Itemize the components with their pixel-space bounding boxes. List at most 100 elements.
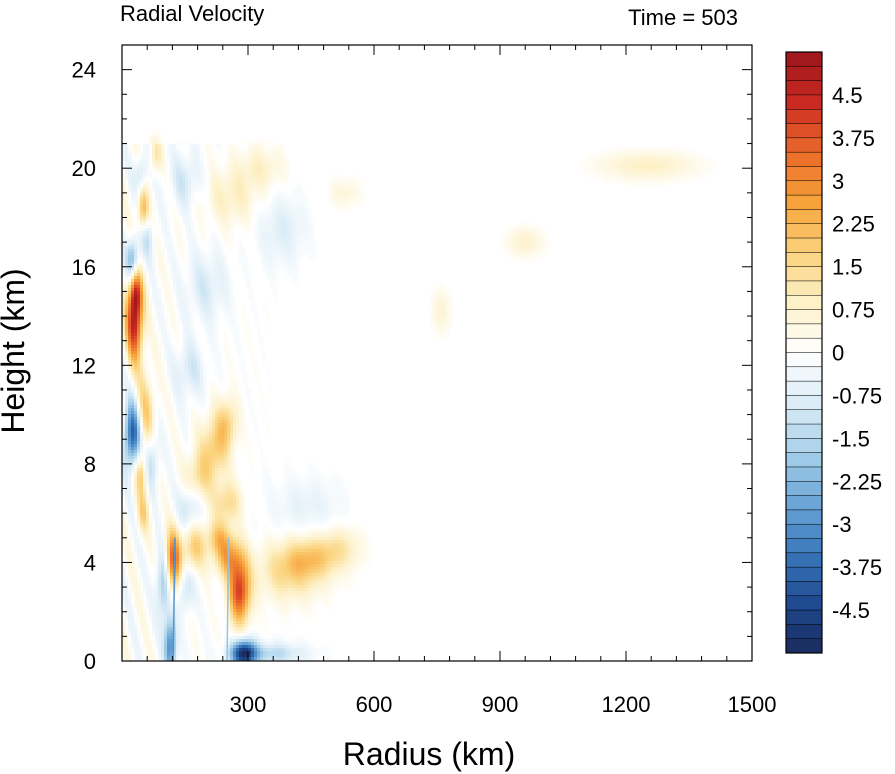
heatmap-cell [212, 345, 216, 349]
heatmap-cell [155, 141, 159, 145]
heatmap-cell [125, 192, 129, 196]
heatmap-cell [197, 378, 201, 382]
heatmap-cell [125, 375, 129, 379]
heatmap-cell [128, 390, 132, 394]
heatmap-cell [140, 399, 144, 403]
heatmap-cell [254, 423, 258, 427]
heatmap-cell [212, 360, 216, 364]
heatmap-cell [152, 270, 156, 274]
heatmap-cell [692, 162, 696, 166]
heatmap-cell [137, 306, 141, 310]
heatmap-cell [122, 342, 126, 346]
heatmap-cell [203, 222, 207, 226]
heatmap-cell [122, 360, 126, 364]
heatmap-cell [161, 264, 165, 268]
heatmap-cell [275, 144, 279, 148]
heatmap-cell [161, 339, 165, 343]
heatmap-cell [140, 309, 144, 313]
heatmap-cell [290, 210, 294, 214]
heatmap-cell [164, 345, 168, 349]
heatmap-cell [197, 204, 201, 208]
heatmap-cell [164, 288, 168, 292]
heatmap-cell [257, 213, 261, 217]
heatmap-cell [218, 201, 222, 205]
heatmap-cell [176, 288, 180, 292]
heatmap-cell [200, 183, 204, 187]
heatmap-cell [140, 318, 144, 322]
heatmap-cell [215, 291, 219, 295]
heatmap-cell [308, 249, 312, 253]
heatmap-cell [641, 150, 645, 154]
heatmap-cell [140, 225, 144, 229]
heatmap-cell [191, 261, 195, 265]
heatmap-cell [128, 312, 132, 316]
heatmap-cell [311, 228, 315, 232]
heatmap-cell [230, 300, 234, 304]
heatmap-cell [221, 303, 225, 307]
heatmap-cell [227, 267, 231, 271]
heatmap-cell [158, 306, 162, 310]
heatmap-cell [188, 186, 192, 190]
heatmap-cell [182, 381, 186, 385]
heatmap-cell [134, 411, 138, 415]
heatmap-cell [287, 267, 291, 271]
heatmap-cell [284, 198, 288, 202]
heatmap-cell [290, 219, 294, 223]
heatmap-cell [131, 384, 135, 388]
heatmap-cell [149, 249, 153, 253]
heatmap-cell [131, 168, 135, 172]
heatmap-cell [197, 171, 201, 175]
heatmap-cell [167, 423, 171, 427]
heatmap-cell [149, 405, 153, 409]
heatmap-cell [245, 285, 249, 289]
heatmap-cell [446, 303, 450, 307]
heatmap-cell [125, 165, 129, 169]
heatmap-cell [179, 198, 183, 202]
heatmap-cell [173, 288, 177, 292]
heatmap-cell [227, 180, 231, 184]
heatmap-cell [164, 321, 168, 325]
heatmap-cell [191, 387, 195, 391]
heatmap-cell [707, 162, 711, 166]
heatmap-cell [221, 276, 225, 280]
heatmap-cell [125, 354, 129, 358]
heatmap-cell [242, 246, 246, 250]
heatmap-cell [245, 336, 249, 340]
heatmap-cell [527, 246, 531, 250]
heatmap-cell [134, 282, 138, 286]
heatmap-cell [272, 276, 276, 280]
heatmap-cell [170, 426, 174, 430]
heatmap-cell [134, 162, 138, 166]
heatmap-cell [227, 228, 231, 232]
heatmap-cell [530, 255, 534, 259]
heatmap-cell [242, 324, 246, 328]
heatmap-cell [191, 159, 195, 163]
heatmap-cell [296, 243, 300, 247]
heatmap-cell [221, 300, 225, 304]
heatmap-cell [170, 360, 174, 364]
heatmap-cell [128, 372, 132, 376]
heatmap-cell [245, 177, 249, 181]
heatmap-cell [254, 372, 258, 376]
heatmap-cell [224, 180, 228, 184]
heatmap-cell [344, 201, 348, 205]
heatmap-cell [131, 348, 135, 352]
heatmap-cell [176, 300, 180, 304]
heatmap-cell [269, 210, 273, 214]
heatmap-cell [278, 204, 282, 208]
heatmap-cell [140, 324, 144, 328]
heatmap-cell [290, 201, 294, 205]
heatmap-cell [248, 351, 252, 355]
heatmap-cell [212, 354, 216, 358]
heatmap-cell [236, 171, 240, 175]
heatmap-cell [245, 315, 249, 319]
heatmap-cell [212, 336, 216, 340]
heatmap-cell [137, 351, 141, 355]
heatmap-cell [284, 252, 288, 256]
heatmap-cell [125, 336, 129, 340]
heatmap-cell [662, 180, 666, 184]
heatmap-cell [647, 165, 651, 169]
heatmap-cell [194, 408, 198, 412]
heatmap-cell [167, 285, 171, 289]
heatmap-cell [197, 273, 201, 277]
